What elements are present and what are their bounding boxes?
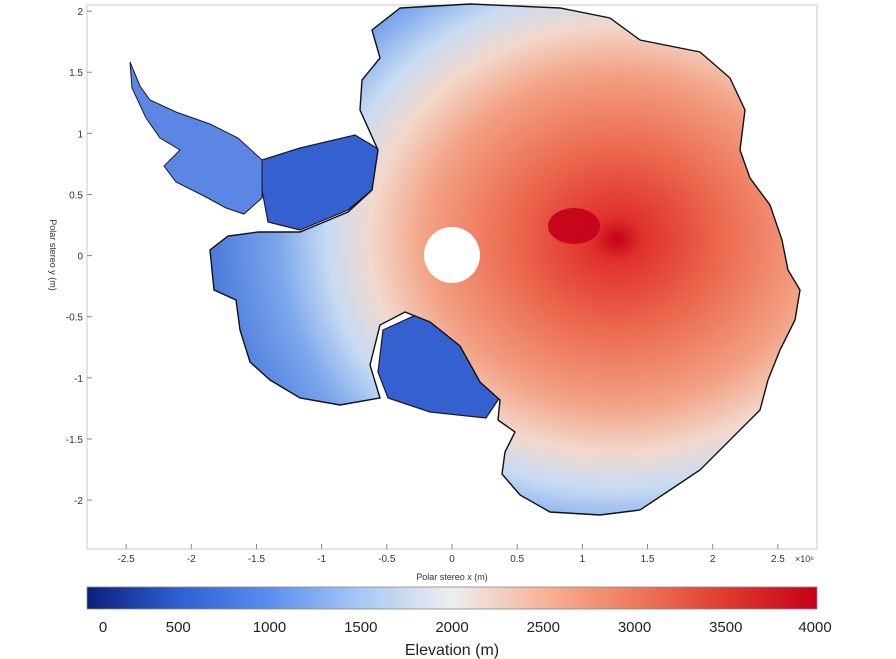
y-tick-label: -1 xyxy=(74,374,83,385)
colorbar-tick-label: 4000 xyxy=(798,619,831,636)
colorbar-tick-label: 0 xyxy=(99,619,107,636)
continent-landmass xyxy=(209,3,801,516)
x-tick-label: -1.5 xyxy=(248,554,266,565)
colorbar-tick-label: 2000 xyxy=(435,619,468,636)
y-tick-label: -2 xyxy=(74,496,83,507)
colorbar-label: Elevation (m) xyxy=(405,642,499,659)
x-tick-label: 2.5 xyxy=(771,554,785,565)
colorbar-tick-label: 1500 xyxy=(344,619,377,636)
pole-hole xyxy=(424,227,480,283)
ice-shelf-ronne xyxy=(261,134,381,231)
x-tick-label: 1 xyxy=(580,554,586,565)
elevation-peak xyxy=(548,208,600,244)
colorbar-tick-label: 3000 xyxy=(618,619,651,636)
colorbar xyxy=(86,586,818,610)
x-axis-label: Polar stereo x (m) xyxy=(416,572,488,582)
x-tick-label: -2.5 xyxy=(117,554,135,565)
y-tick-label: 0 xyxy=(77,252,83,263)
y-axis-ticks: 2 1.5 1 0.5 0 -0.5 -1 -1.5 -2 xyxy=(66,7,92,507)
antarctic-peninsula xyxy=(129,61,263,215)
colorbar-tick-label: 3500 xyxy=(709,619,742,636)
x-tick-label: -1 xyxy=(317,554,326,565)
y-tick-label: 1 xyxy=(77,129,83,140)
colorbar-tick-label: 1000 xyxy=(253,619,286,636)
y-tick-label: 0.5 xyxy=(69,190,83,201)
y-axis-label: Polar stereo y (m) xyxy=(48,219,58,291)
x-tick-label: 0.5 xyxy=(510,554,524,565)
y-tick-label: -1.5 xyxy=(66,435,84,446)
y-tick-label: -0.5 xyxy=(66,313,84,324)
colorbar-tick-label: 2500 xyxy=(527,619,560,636)
antarctica-map xyxy=(129,3,801,516)
x-tick-label: 0 xyxy=(449,554,455,565)
x-axis-ticks: -2.5 -2 -1.5 -1 -0.5 0 0.5 1 1.5 2 2.5 xyxy=(117,544,785,565)
y-tick-label: 1.5 xyxy=(69,68,83,79)
x-tick-label: 2 xyxy=(710,554,716,565)
x-axis-exponent: ×10⁶ xyxy=(795,554,814,564)
x-tick-label: 1.5 xyxy=(641,554,655,565)
colorbar-ticks: 0 500 1000 1500 2000 2500 3000 3500 4000 xyxy=(99,619,832,636)
x-tick-label: -2 xyxy=(187,554,196,565)
x-tick-label: -0.5 xyxy=(378,554,396,565)
y-tick-label: 2 xyxy=(77,7,83,18)
colorbar-tick-label: 500 xyxy=(166,619,191,636)
